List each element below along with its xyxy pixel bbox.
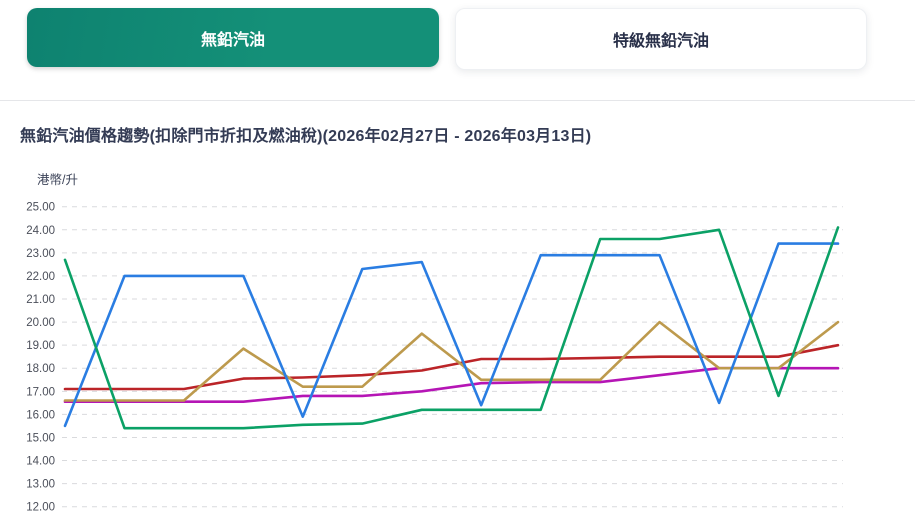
y-axis-unit-label: 港幣/升 (37, 173, 78, 187)
tab-premium-unleaded-petrol-label: 特級無鉛汽油 (612, 33, 709, 50)
tab-premium-unleaded-petrol[interactable]: 特級無鉛汽油 (455, 8, 867, 70)
gold-line (63, 320, 840, 402)
y-axis-tick-label: 24.00 (26, 225, 55, 237)
red-line (63, 343, 840, 391)
tab-unleaded-petrol[interactable]: 無鉛汽油 (27, 8, 439, 67)
y-axis-tick-label: 23.00 (26, 248, 55, 260)
y-axis-tick-label: 13.00 (26, 479, 55, 491)
y-axis-tick-label: 21.00 (26, 294, 55, 306)
y-axis-tick-label: 14.00 (26, 456, 55, 468)
y-axis-tick-label: 18.00 (26, 363, 55, 375)
magenta-line (63, 366, 840, 403)
blue-line (63, 242, 840, 428)
y-axis-tick-label: 20.00 (26, 317, 55, 329)
y-axis-tick-label: 25.00 (26, 202, 55, 214)
y-axis-tick-label: 12.00 (26, 502, 55, 514)
y-axis-tick-label: 15.00 (26, 432, 55, 444)
y-axis-tick-label: 22.00 (26, 271, 55, 283)
green-line (63, 226, 840, 430)
chart-title: 無鉛汽油價格趨勢(扣除門市折扣及燃油稅)(2026年02月27日 - 2026年… (20, 128, 592, 145)
y-axis-tick-label: 17.00 (26, 386, 55, 398)
y-axis-tick-label: 19.00 (26, 340, 55, 352)
tab-unleaded-petrol-label: 無鉛汽油 (200, 31, 265, 49)
y-axis-tick-label: 16.00 (26, 409, 55, 421)
price-trend-chart: 25.00 24.00 23.00 22.00 21.00 20.00 19.00 18.00… (0, 190, 915, 525)
divider (0, 100, 915, 101)
price-trend-chart-svg: 25.00 24.00 23.00 22.00 21.00 20.00 19.00 18.00… (26, 202, 843, 514)
